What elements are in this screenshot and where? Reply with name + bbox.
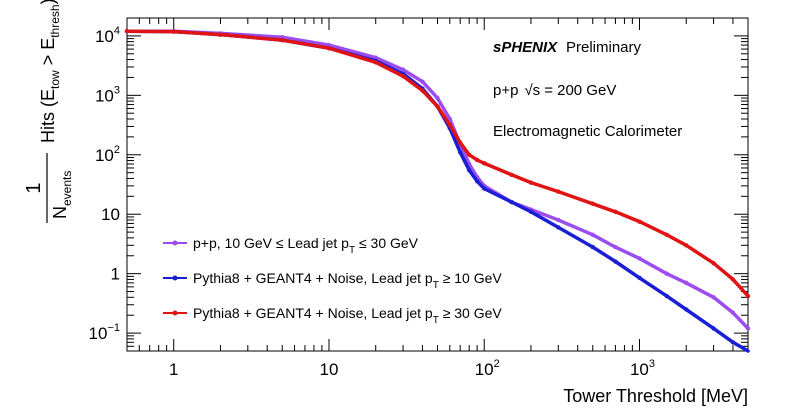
series-3-point [124, 28, 130, 34]
series-2-point [711, 326, 716, 331]
detector-label: Electromagnetic Calorimeter [493, 123, 682, 140]
series-2-point [474, 178, 480, 184]
y-tick-label: 10−1 [89, 322, 120, 343]
series-3-point [590, 201, 595, 206]
series-3-point [373, 60, 378, 65]
series-3-point [280, 37, 285, 43]
y-tick-label: 103 [95, 84, 120, 105]
legend-marker-2 [172, 275, 178, 281]
series-1-point [420, 79, 425, 84]
x-tick-label: 102 [475, 358, 500, 379]
legend-label-2: Pythia8 + GEANT4 + Noise, Lead jet pT ≥ … [193, 270, 502, 291]
axis-ticks: 1 10 102 103 10−1 1 10 102 103 104 [89, 17, 749, 379]
series-1-point [684, 280, 689, 286]
legend-label-3: Pythia8 + GEANT4 + Noise, Lead jet pT ≥ … [193, 305, 502, 326]
plot-frame [126, 17, 749, 352]
series-2-point [664, 293, 670, 299]
series-1-point [664, 271, 670, 276]
series-3-point [171, 29, 176, 34]
series-3-point [556, 189, 561, 194]
y-axis-label: 1 Nevents Hits (Etow > Ethresh) [23, 0, 74, 223]
system-label: p+p √s = 200 GeV [493, 82, 616, 99]
series-1-point [711, 295, 716, 300]
series-1-point [326, 42, 332, 48]
y-label-denominator: Nevents [50, 171, 74, 219]
series-3-point [528, 180, 534, 185]
series-1-point [730, 310, 736, 315]
status-label: Preliminary [566, 39, 642, 56]
series-3-point [420, 88, 425, 93]
x-axis-label: Tower Threshold [MeV] [563, 386, 748, 406]
series-3-point [400, 73, 406, 79]
series-2-point [482, 186, 487, 191]
y-label-prefix: 1 [23, 182, 45, 193]
series-3-point [218, 32, 223, 37]
series-2-point [528, 209, 534, 214]
series-3-point [482, 161, 487, 166]
x-tick-label: 1 [169, 360, 178, 379]
legend-label-1: p+p, 10 GeV ≤ Lead jet pT ≤ 30 GeV [193, 235, 419, 256]
series-3-point [466, 152, 472, 157]
series-1-point [435, 95, 440, 101]
series-3-point [711, 260, 716, 266]
series-1-point [590, 232, 595, 238]
legend: p+p, 10 GeV ≤ Lead jet pT ≤ 30 GeV Pythia… [163, 235, 502, 326]
series-3-point [613, 209, 618, 214]
series-3-point [326, 46, 332, 51]
series-2-point [457, 150, 463, 155]
series-2-point [684, 307, 689, 312]
data-series [124, 28, 751, 353]
series-3-point [637, 219, 642, 224]
x-tick-label: 103 [630, 358, 655, 379]
series-2-point [637, 275, 642, 281]
series-2-point [466, 168, 472, 173]
y-tick-label: 104 [95, 25, 120, 46]
series-2-point [613, 259, 618, 264]
legend-marker-1 [172, 240, 178, 246]
series-3-point [435, 104, 440, 109]
series-3-point [730, 277, 736, 282]
series-3-point [684, 243, 689, 248]
series-3-point [474, 157, 480, 163]
y-tick-label: 1 [111, 265, 120, 284]
series-3-point [745, 293, 751, 299]
series-3-point [664, 232, 670, 238]
series-3-point [509, 172, 514, 178]
series-1-point [745, 326, 751, 331]
series-line-2 [125, 29, 750, 353]
series-2-point [556, 225, 561, 230]
experiment-label: sPHENIX [493, 39, 558, 56]
series-1-point [373, 55, 378, 60]
x-tick-label: 10 [320, 360, 339, 379]
series-1-point [556, 217, 561, 223]
series-1-point [613, 244, 618, 250]
series-2-point [590, 244, 595, 250]
series-2-point [509, 199, 514, 205]
series-1-point [400, 67, 406, 72]
series-3-point [457, 140, 463, 145]
series-2-point [730, 340, 736, 345]
legend-marker-3 [172, 310, 178, 316]
series-1-point [637, 256, 642, 261]
y-tick-label: 10 [101, 205, 120, 224]
series-line-3 [125, 29, 750, 298]
y-label-hits: Hits (Etow > Ethresh) [38, 0, 62, 143]
series-3-point [447, 122, 452, 127]
y-tick-label: 102 [95, 144, 120, 165]
